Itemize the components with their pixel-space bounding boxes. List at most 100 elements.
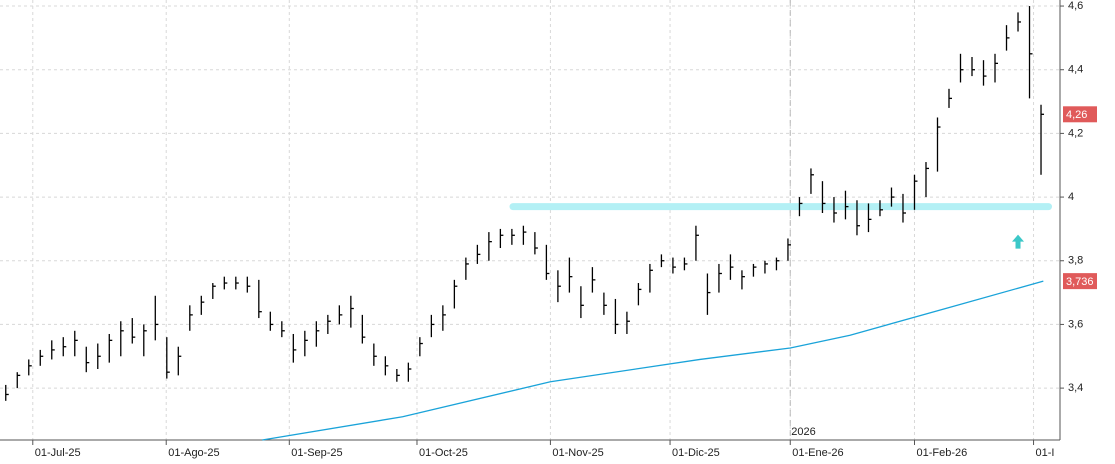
ohlc-bar (913, 174, 918, 210)
ohlc-bar (189, 305, 193, 331)
ohlc-bar (902, 193, 906, 223)
ohlc-bar (718, 263, 722, 293)
ohlc-bar (120, 321, 124, 357)
price-marker-label: 3,736 (1066, 276, 1094, 288)
ohlc-bar (787, 238, 791, 261)
ohlc-bar (672, 257, 676, 274)
x-tick-label: 01-Jul-25 (35, 447, 81, 459)
ohlc-bar (511, 228, 515, 245)
price-marker (1063, 106, 1097, 123)
ohlc-bar (741, 270, 745, 290)
ohlc-bar (419, 337, 423, 357)
ohlc-bar (729, 254, 734, 280)
year-label: 2026 (791, 426, 815, 438)
ohlc-bar (994, 53, 999, 83)
ohlc-bar (534, 232, 538, 255)
x-tick-label: 01-Sep-25 (291, 447, 342, 459)
y-tick-label: 4 (1068, 191, 1074, 203)
x-tick-label: 01-Oct-25 (419, 447, 468, 459)
ohlc-bar (890, 187, 895, 207)
ohlc-bar (430, 314, 435, 338)
y-tick-label: 4,4 (1068, 64, 1083, 76)
ohlc-bar (51, 340, 55, 360)
ohlc-bar (154, 295, 159, 341)
ohlc-bar (350, 295, 354, 328)
ohlc-bar (143, 324, 147, 357)
ohlc-bar (373, 343, 377, 366)
ohlc-bar (97, 343, 101, 370)
ohlc-bar (5, 384, 9, 401)
moving-average (262, 280, 1044, 441)
y-tick-label: 3,4 (1068, 382, 1083, 394)
ohlc-bar (626, 311, 630, 334)
ohlc-bar (453, 279, 458, 309)
ohlc-bar (545, 244, 550, 280)
ohlc-bar (580, 286, 584, 319)
ohlc-bar (660, 254, 665, 268)
ohlc-bar (959, 53, 964, 83)
y-tick-label: 4,6 (1068, 0, 1083, 12)
ohlc-bar (108, 333, 113, 363)
ohlc-bar (706, 273, 711, 315)
ohlc-bar (775, 257, 780, 271)
ohlc-bar (74, 330, 78, 357)
signal-arrow (1012, 234, 1025, 249)
ohlc-bar (177, 346, 182, 376)
ohlc-bar (384, 356, 389, 376)
ohlc-bar (856, 200, 860, 236)
ohlc-bar (810, 168, 814, 194)
ohlc-bar (936, 117, 941, 172)
ohlc-bar (821, 181, 826, 213)
ohlc-bar (223, 276, 228, 290)
ohlc-bar (488, 232, 492, 261)
ohlc-bar (292, 333, 297, 363)
ohlc-bar (269, 311, 274, 331)
x-tick-label: 01-Ene-26 (792, 447, 843, 459)
ohlc-bar (85, 346, 90, 373)
ohlc-bar (476, 244, 481, 264)
ohlc-bar (258, 279, 262, 319)
x-tick-label: 01-Nov-25 (552, 447, 603, 459)
ohlc-bar (557, 270, 561, 303)
ohlc-bar (39, 349, 44, 366)
ohlc-bar (246, 276, 251, 293)
ohlc-bar (396, 369, 400, 382)
y-tick-label: 3,8 (1068, 255, 1083, 267)
ohlc-bar (281, 321, 285, 338)
ohlc-bar (16, 372, 21, 389)
ohlc-bar (591, 267, 596, 293)
ohlc-bar (637, 283, 642, 306)
ohlc-bar (1040, 104, 1045, 175)
ohlc-bar (28, 359, 32, 376)
ohlc-bar (1028, 6, 1033, 99)
ohlc-bar (925, 162, 929, 198)
ohlc-bar (442, 305, 446, 331)
ohlc-bar (166, 337, 170, 379)
ohlc-bar (867, 203, 872, 233)
ohlc-bar (1005, 25, 1010, 51)
ohlc-bar (62, 337, 67, 357)
ohlc-bar (315, 321, 320, 347)
ohlc-bar (603, 292, 607, 315)
ohlc-bar (212, 283, 216, 299)
price-marker (1063, 273, 1097, 290)
ohlc-bar (568, 257, 573, 293)
ohlc-bar (407, 362, 412, 382)
ohlc-bar (1017, 12, 1022, 32)
ohlc-bar (614, 298, 619, 334)
ohlc-bar (649, 263, 653, 293)
ohlc-bar (695, 225, 699, 261)
ohlc-bar (338, 305, 343, 325)
ohlc-bar (764, 260, 768, 274)
y-tick-label: 4,2 (1068, 127, 1083, 139)
ohlc-bar (683, 257, 688, 271)
ohlc-bar (327, 314, 331, 334)
ohlc-bar (131, 318, 136, 344)
ohlc-bar (971, 56, 976, 77)
price-marker-label: 4,26 (1066, 109, 1087, 121)
x-tick-label: 01-I (1036, 447, 1055, 459)
ohlc-bar (982, 60, 987, 86)
x-tick-label: 01-Ago-25 (168, 447, 219, 459)
x-tick-label: 01-Feb-26 (916, 447, 967, 459)
